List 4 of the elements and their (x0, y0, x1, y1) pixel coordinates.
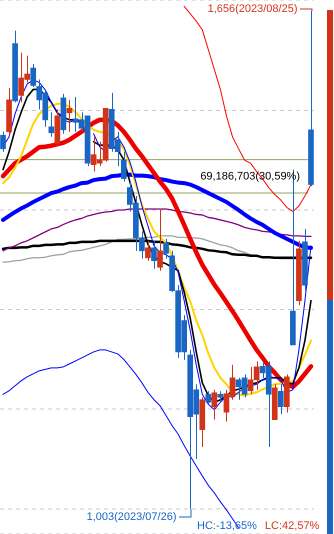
text: HC:-13,65% (197, 520, 258, 532)
text: 1,003(2023/07/26) (86, 510, 176, 523)
annotation: 1,656(2023/08/25) (208, 2, 298, 15)
text: LC:42,57% (264, 520, 320, 532)
